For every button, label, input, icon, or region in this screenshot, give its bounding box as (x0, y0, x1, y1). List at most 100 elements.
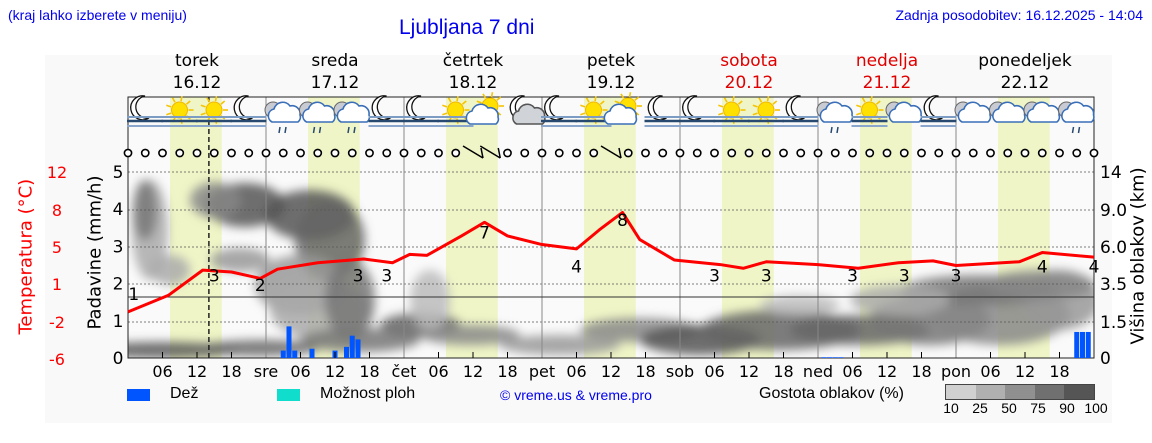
location-hint[interactable]: (kraj lahko izberete v meniju) (8, 7, 187, 23)
sun-ray (594, 96, 597, 102)
day-abbr-tick: sre (254, 362, 278, 381)
calm-wind-icon (227, 148, 236, 158)
temperature-tick: -6 (49, 350, 65, 369)
rain-bar (309, 348, 315, 358)
calm-wind-icon (434, 148, 443, 158)
hour-tick: 06 (566, 362, 586, 381)
calm-wind-icon (1020, 148, 1030, 158)
cloud-density-area (850, 285, 950, 315)
hour-tick: 06 (428, 362, 448, 381)
density-scale-frame (945, 384, 1095, 400)
cloud-drizzle-icon (1058, 101, 1095, 134)
hour-tick: 18 (221, 362, 241, 381)
wind-barb-shaft (600, 145, 622, 159)
calm-wind-icon (813, 148, 823, 158)
drizzle-mark (1071, 126, 1075, 134)
sun-ray (206, 97, 211, 103)
sun-fog-icon (161, 96, 198, 127)
cloud-shape (302, 101, 336, 123)
copyright-link[interactable]: © vreme.us & vreme.pro (500, 387, 652, 403)
calm-wind-icon (882, 148, 892, 158)
hour-tick: 06 (980, 362, 1000, 381)
drizzle-mark (284, 126, 287, 134)
sun-cloud-icon (465, 92, 504, 125)
temperature-value-label: 3 (899, 267, 910, 287)
drizzle-mark (836, 126, 839, 134)
moon-shape (406, 95, 426, 121)
calm-wind-icon (865, 148, 875, 158)
sun-disc (171, 101, 188, 119)
calm-wind-icon (744, 148, 754, 158)
day-abbr-tick: ned (803, 362, 833, 381)
drizzle-mark (312, 126, 316, 134)
sun-ray (442, 112, 448, 116)
day-name: torek (175, 51, 219, 71)
calm-wind-icon (572, 148, 581, 158)
calm-wind-icon (347, 148, 357, 158)
sun-ray (185, 100, 191, 105)
wind-barb-feather (618, 147, 622, 159)
moon-cloud-icon (509, 95, 546, 125)
sun-ray (442, 104, 448, 108)
calm-wind-icon (140, 148, 150, 158)
cloud-shape (888, 101, 923, 123)
hour-tick: 12 (187, 362, 207, 381)
calm-wind-icon (313, 148, 323, 158)
calm-wind-icon (727, 148, 737, 158)
sun-ray (634, 96, 640, 101)
day-name: sreda (311, 51, 359, 71)
sun-ray (585, 97, 590, 103)
calm-wind-icon (1055, 148, 1064, 158)
sun-ray (628, 92, 632, 98)
sun-disc (205, 101, 223, 119)
wind-barb-shaft (479, 145, 501, 159)
density-swatch (975, 385, 1006, 399)
density-swatch (1005, 385, 1035, 399)
moon-shape (785, 95, 805, 121)
sun-ray (180, 96, 183, 102)
wind-barb-shaft (462, 145, 484, 159)
temperature-value-label: 3 (381, 267, 392, 287)
day-date: 21.12 (862, 73, 912, 93)
moon-shape (647, 95, 667, 121)
cloud-density-area (410, 270, 450, 330)
wind-barb-icon (479, 145, 501, 159)
moon-shape (544, 95, 564, 121)
cloud-icon (989, 101, 1026, 123)
temperature-tick: 8 (52, 201, 62, 220)
temperature-value-label: 4 (1089, 257, 1100, 277)
day-abbr-tick: čet (392, 362, 417, 381)
daylight-band (445, 97, 498, 358)
calm-wind-icon (917, 148, 926, 158)
day-date: 16.12 (172, 73, 222, 93)
hour-tick: 12 (1015, 362, 1035, 381)
moon-fog-icon (644, 95, 681, 127)
density-level-label: 25 (972, 400, 988, 416)
drizzle-mark (353, 126, 356, 134)
sun-disc (447, 101, 464, 119)
cloud-density-area (210, 248, 270, 272)
density-level-label: 90 (1059, 400, 1075, 416)
sun-ray (447, 97, 452, 103)
calm-wind-icon (330, 148, 340, 158)
hour-tick: 12 (601, 362, 621, 381)
calm-wind-icon (899, 148, 909, 158)
precipitation-tick: 3 (113, 237, 124, 257)
sun-ray (490, 92, 494, 98)
density-swatch (1034, 385, 1065, 399)
precipitation-tick: 1 (113, 312, 124, 332)
sun-ray (766, 96, 770, 102)
sun-cloud-icon (603, 92, 642, 125)
daylight-band (583, 97, 636, 358)
temperature-value-label: 2 (255, 276, 266, 296)
sun-ray (718, 112, 724, 116)
temperature-tick: 5 (52, 238, 62, 257)
sun-ray (482, 93, 487, 99)
rain-bar (344, 346, 349, 358)
sun-ray (171, 97, 176, 103)
day-date: 22.12 (1000, 73, 1050, 93)
calm-wind-icon (296, 148, 305, 158)
cloud-density-area (985, 270, 1094, 300)
temperature-value-label: 4 (571, 257, 582, 277)
hour-tick: 06 (290, 362, 310, 381)
